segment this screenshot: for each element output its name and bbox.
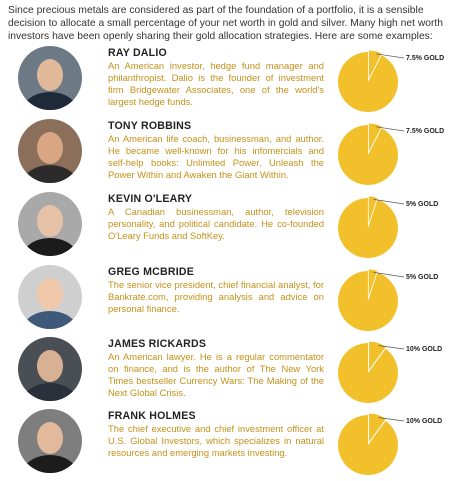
person-name: JAMES RICKARDS [108,338,207,350]
gold-percent-label: 7.5% GOLD [406,55,444,62]
person-frank-holmes: FRANK HOLMES The chief executive and chi… [0,409,466,481]
gold-percent-label: 5% GOLD [406,274,438,281]
pie-gold-slice [367,268,379,300]
person-kevin-oleary: KEVIN O'LEARY A Canadian businessman, au… [0,192,466,264]
pie-remainder-slice [338,52,398,112]
person-description: A Canadian businessman, author, televisi… [108,206,324,241]
pie-remainder-slice [338,271,398,331]
person-description: The chief executive and chief investment… [108,423,324,458]
pie-leader-line [378,345,405,350]
pie-remainder-slice [338,125,398,185]
pie-leader-line [375,126,405,132]
pie-gold-slice [368,122,383,154]
gold-percent-label: 10% GOLD [406,346,442,353]
intro-paragraph: Since precious metals are considered as … [8,5,444,42]
pie-remainder-slice [338,415,398,475]
avatar [18,409,82,473]
person-ray-dalio: RAY DALIO An American investor, hedge fu… [0,46,466,118]
gold-allocation-pie: 10% GOLD [338,340,462,405]
pie-leader-line [378,417,405,422]
gold-allocation-pie: 5% GOLD [338,268,462,333]
pie-leader-line [375,53,405,59]
person-name: RAY DALIO [108,47,167,59]
person-name: GREG MCBRIDE [108,266,194,278]
person-description: The senior vice president, chief financi… [108,279,324,314]
person-name: FRANK HOLMES [108,410,196,422]
gold-allocation-pie: 5% GOLD [338,195,462,260]
person-description: An American life coach, businessman, and… [108,133,324,180]
pie-leader-line [373,199,405,205]
pie-leader-line [373,272,405,278]
gold-percent-label: 10% GOLD [406,418,442,425]
gold-allocation-pie: 7.5% GOLD [338,49,462,114]
pie-gold-slice [368,49,383,81]
person-james-rickards: JAMES RICKARDS An American lawyer. He is… [0,337,466,409]
gold-percent-label: 7.5% GOLD [406,128,444,135]
person-description: An American investor, hedge fund manager… [108,60,324,107]
gold-allocation-pie: 10% GOLD [338,412,462,477]
avatar [18,192,82,256]
person-tony-robbins: TONY ROBBINS An American life coach, bus… [0,119,466,191]
avatar [18,265,82,329]
person-name: KEVIN O'LEARY [108,193,193,205]
avatar [18,337,82,401]
avatar [18,119,82,183]
pie-remainder-slice [338,198,398,258]
person-greg-mcbride: GREG MCBRIDE The senior vice president, … [0,265,466,337]
pie-gold-slice [367,195,379,227]
pie-remainder-slice [338,343,398,403]
person-description: An American lawyer. He is a regular comm… [108,351,324,398]
gold-percent-label: 5% GOLD [406,201,438,208]
person-name: TONY ROBBINS [108,120,192,132]
avatar [18,46,82,110]
gold-allocation-pie: 7.5% GOLD [338,122,462,187]
